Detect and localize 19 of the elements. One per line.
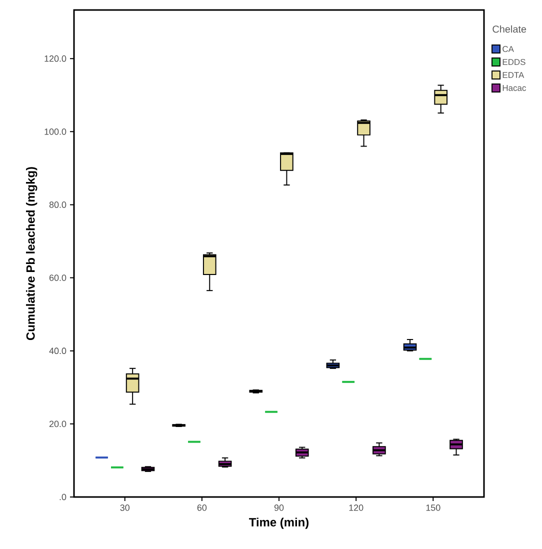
x-tick-label: 120 — [349, 504, 364, 511]
x-tick-label: 150 — [426, 504, 440, 511]
legend-label: Hacac — [502, 85, 526, 91]
legend-label: EDTA — [502, 72, 524, 78]
x-tick-label: 90 — [274, 504, 284, 511]
y-tick-label: 120.0 — [44, 55, 66, 62]
legend-label: EDDS — [502, 59, 526, 65]
y-tick-label: 40.0 — [49, 348, 66, 354]
legend-label: CA — [502, 46, 514, 52]
legend-title: Chelate — [492, 25, 526, 33]
y-axis-title: Cumulative Pb leached (mgkg) — [26, 167, 38, 340]
y-tick-label: 60.0 — [49, 274, 66, 281]
y-tick-label: 20.0 — [49, 420, 66, 428]
x-tick-label: 60 — [197, 504, 207, 511]
y-tick-label: .0 — [60, 494, 66, 500]
x-axis-title: Time (min) — [249, 518, 309, 529]
y-tick-label: 100.0 — [44, 128, 66, 135]
x-tick-label: 30 — [120, 504, 130, 511]
y-tick-label: 80.0 — [49, 202, 66, 208]
